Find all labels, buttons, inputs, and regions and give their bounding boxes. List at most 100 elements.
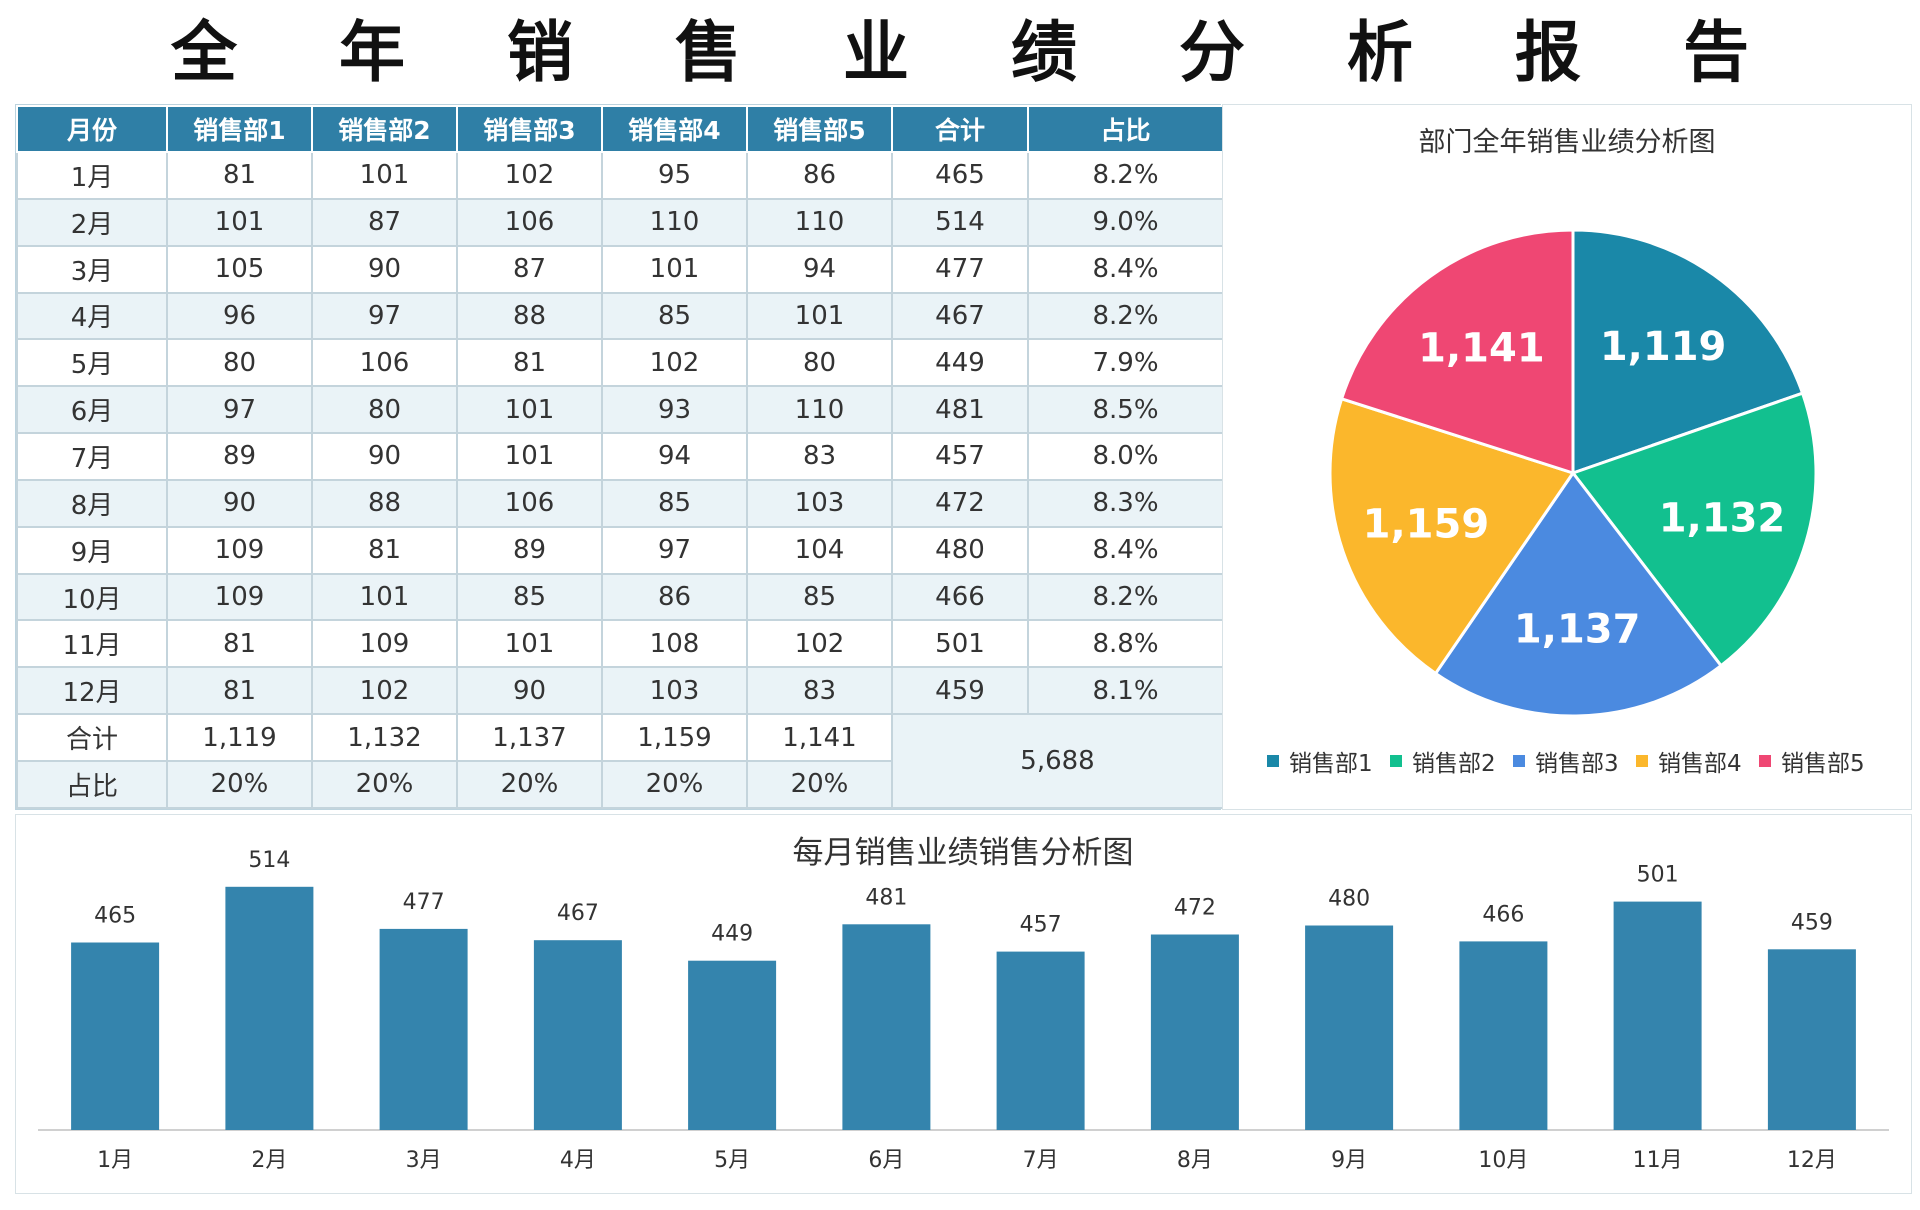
table-cell: 103 xyxy=(746,478,893,528)
x-tick-label: 12月 xyxy=(1787,1148,1837,1173)
table-cell: 459 xyxy=(891,666,1029,716)
total-row: 合计 1,119 1,132 1,137 1,159 1,141 5,688 xyxy=(16,713,1224,809)
table-row: 9月 109 81 89 97 104 480 8.4% xyxy=(16,525,1224,575)
bar-chart: 每月销售业绩销售分析图 465 1月 514 2月 477 3月 467 4月 449 5月 481 6… xyxy=(38,835,1889,1173)
pie-chart-panel: 部门全年销售业绩分析图 1,119 1,132 1,137 1,159 1,141 销售部1… xyxy=(1222,104,1912,810)
bar-value-label: 472 xyxy=(1174,896,1216,921)
bar-value-label: 457 xyxy=(1020,913,1062,938)
table-cell: 90 xyxy=(311,432,458,481)
table-cell: 101 xyxy=(311,572,458,622)
total-cell: 合计 xyxy=(16,713,168,762)
legend-swatch xyxy=(1390,755,1402,767)
x-tick-label: 3月 xyxy=(406,1148,442,1173)
report-title-char: 年 xyxy=(339,14,405,91)
pie-slice-label: 1,137 xyxy=(1514,607,1641,653)
table-cell: 103 xyxy=(601,666,748,716)
table-cell: 9月 xyxy=(16,525,168,575)
table-cell: 108 xyxy=(601,619,748,669)
legend-swatch xyxy=(1513,755,1525,767)
report-title-char: 销 xyxy=(507,14,573,91)
report-title-char: 售 xyxy=(675,14,741,91)
table-cell: 97 xyxy=(311,291,458,341)
table-cell: 90 xyxy=(166,478,313,528)
pie-chart: 部门全年销售业绩分析图 1,119 1,132 1,137 1,159 1,141 销售部1… xyxy=(1267,127,1865,777)
table-cell: 81 xyxy=(166,151,313,200)
table-cell: 88 xyxy=(311,478,458,528)
bar xyxy=(1613,901,1702,1130)
sales-table: 月份 销售部1 销售部2 销售部3 销售部4 销售部5 合计 占比 1月 81 101 102 95 8… xyxy=(16,105,1224,810)
table-cell: 8月 xyxy=(16,478,168,528)
table-cell: 8.4% xyxy=(1027,525,1224,575)
table-cell: 514 xyxy=(891,197,1029,247)
table-cell: 81 xyxy=(166,666,313,716)
table-cell: 90 xyxy=(456,666,603,716)
bar xyxy=(1459,941,1548,1130)
x-tick-label: 4月 xyxy=(560,1148,596,1173)
share-cell: 20% xyxy=(601,759,748,810)
total-cell: 1,119 xyxy=(166,713,313,762)
table-cell: 81 xyxy=(456,338,603,388)
bar-value-label: 481 xyxy=(865,885,907,910)
table-cell: 101 xyxy=(456,385,603,435)
table-cell: 465 xyxy=(891,151,1029,200)
table-cell: 1月 xyxy=(16,151,168,200)
legend-label: 销售部1 xyxy=(1289,751,1373,777)
total-cell: 1,137 xyxy=(456,713,603,762)
bar-value-label: 466 xyxy=(1482,902,1524,927)
table-cell: 110 xyxy=(601,197,748,247)
table-cell: 101 xyxy=(166,197,313,247)
table-cell: 104 xyxy=(746,525,893,575)
bar-value-label: 480 xyxy=(1328,887,1370,912)
table-row: 12月 81 102 90 103 83 459 8.1% xyxy=(16,666,1224,716)
bar-value-label: 477 xyxy=(403,890,445,915)
report-title: 全年销售业绩分析报告 xyxy=(0,8,1920,98)
table-cell: 110 xyxy=(746,385,893,435)
x-tick-label: 11月 xyxy=(1633,1148,1683,1173)
grand-total-cell: 5,688 xyxy=(891,713,1224,809)
total-cell: 1,132 xyxy=(311,713,458,762)
total-cell: 1,141 xyxy=(746,713,893,762)
report-title-char: 业 xyxy=(843,14,909,91)
x-tick-label: 6月 xyxy=(868,1148,904,1173)
bar-value-label: 514 xyxy=(248,848,290,873)
bar-value-label: 465 xyxy=(94,904,136,929)
table-row: 3月 105 90 87 101 94 477 8.4% xyxy=(16,244,1224,294)
column-header: 销售部4 xyxy=(601,105,748,153)
share-row: 占比 20% 20% 20% 20% 20% xyxy=(16,759,1223,810)
column-header: 占比 xyxy=(1027,105,1224,153)
pie-slice-label: 1,159 xyxy=(1363,501,1490,547)
table-cell: 102 xyxy=(746,619,893,669)
bar-chart-title: 每月销售业绩销售分析图 xyxy=(793,835,1134,871)
table-cell: 8.2% xyxy=(1027,572,1224,622)
table-row: 7月 89 90 101 94 83 457 8.0% xyxy=(16,432,1224,481)
table-cell: 102 xyxy=(311,666,458,716)
sales-table-panel: 月份 销售部1 销售部2 销售部3 销售部4 销售部5 合计 占比 1月 81 101 102 95 8… xyxy=(15,104,1224,810)
bar-value-label: 459 xyxy=(1791,910,1833,935)
table-row: 8月 90 88 106 85 103 472 8.3% xyxy=(16,478,1224,528)
table-cell: 90 xyxy=(311,244,458,294)
bar xyxy=(1150,934,1239,1130)
table-cell: 457 xyxy=(891,432,1029,481)
x-tick-label: 9月 xyxy=(1331,1148,1367,1173)
report-title-char: 分 xyxy=(1179,14,1245,91)
table-cell: 466 xyxy=(891,572,1029,622)
column-header: 销售部1 xyxy=(166,105,313,153)
legend-label: 销售部3 xyxy=(1535,751,1619,777)
x-tick-label: 1月 xyxy=(97,1148,133,1173)
table-row: 11月 81 109 101 108 102 501 8.8% xyxy=(16,619,1224,669)
legend-swatch xyxy=(1759,755,1771,767)
pie-slice xyxy=(1328,396,1576,676)
table-cell: 467 xyxy=(891,291,1029,341)
legend-swatch xyxy=(1636,755,1648,767)
legend-label: 销售部5 xyxy=(1781,751,1865,777)
table-cell: 477 xyxy=(891,244,1029,294)
bar-value-label: 501 xyxy=(1637,863,1679,888)
column-header: 销售部5 xyxy=(746,105,893,153)
pie-slice xyxy=(1570,391,1818,668)
table-cell: 86 xyxy=(746,151,893,200)
pie-slice xyxy=(1339,228,1575,476)
table-cell: 8.2% xyxy=(1027,151,1224,200)
report-title-char: 告 xyxy=(1683,14,1749,91)
table-cell: 9.0% xyxy=(1027,197,1224,247)
table-cell: 97 xyxy=(601,525,748,575)
